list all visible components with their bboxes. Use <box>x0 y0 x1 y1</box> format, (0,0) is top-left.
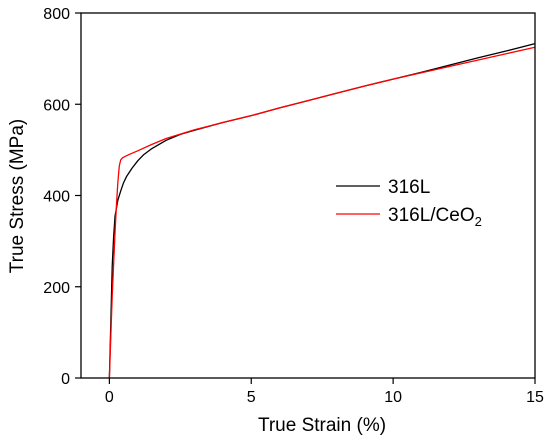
y-tick-label: 400 <box>43 189 70 206</box>
plot-area-border <box>80 12 536 379</box>
y-tick-label: 0 <box>61 371 70 388</box>
x-tick-label: 10 <box>384 389 402 406</box>
legend: 316L 316L/CeO2 <box>336 177 482 229</box>
y-tick-label: 200 <box>43 280 70 297</box>
legend-label-316L-CeO2: 316L/CeO2 <box>388 205 482 229</box>
series-line-316L-CeO2 <box>108 46 536 379</box>
legend-label-316L-CeO2-subscript: 2 <box>475 214 482 229</box>
y-tick-label: 600 <box>43 97 70 114</box>
axis-ticks: 0 5 10 15 0 200 400 600 800 <box>43 6 544 406</box>
series-layer <box>108 42 536 379</box>
x-tick-label: 0 <box>105 389 114 406</box>
x-tick-label: 5 <box>247 389 256 406</box>
y-axis-label: True Stress (MPa) <box>7 119 28 274</box>
x-tick-label: 15 <box>526 389 544 406</box>
plot-frame <box>80 12 536 379</box>
legend-label-316L-CeO2-main: 316L/CeO <box>388 205 475 226</box>
x-axis-label: True Strain (%) <box>258 415 386 436</box>
y-tick-label: 800 <box>43 6 70 23</box>
legend-label-316L: 316L <box>388 177 430 198</box>
